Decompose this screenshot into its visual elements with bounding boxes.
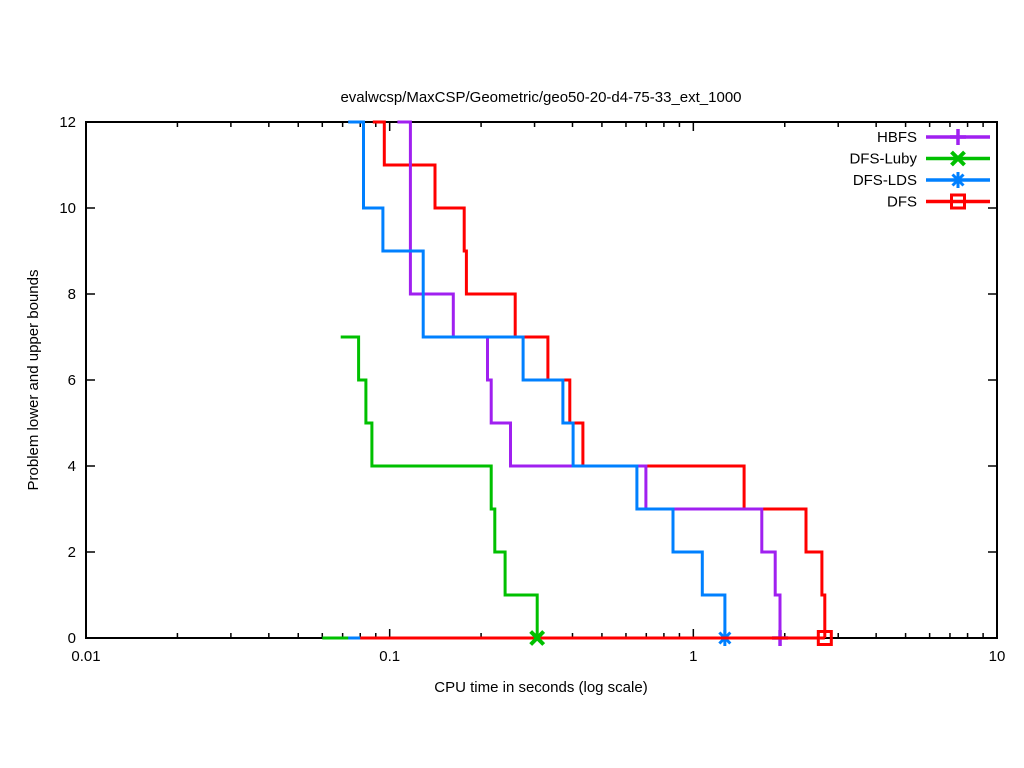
legend-entry-dfs: DFS: [887, 193, 990, 211]
legend-label-dfs-lds: DFS-LDS: [853, 172, 917, 189]
x-tick-label: 10: [989, 648, 1006, 665]
y-tick-label: 4: [68, 458, 76, 475]
legend-marker-plus: [950, 129, 966, 145]
upper-bound-line-dfs-luby: [340, 335, 539, 638]
legend-entry-dfs-luby: DFS-Luby: [849, 151, 990, 168]
legend-label-dfs: DFS: [887, 194, 917, 211]
legend-marker-square: [950, 193, 966, 210]
y-axis-label: Problem lower and upper bounds: [25, 270, 42, 491]
upper-bound-line-hbfs: [397, 120, 782, 638]
legend: HBFS DFS-Luby DFS-LDS DFS: [849, 129, 990, 211]
legend-marker-asterisk: [950, 172, 966, 188]
legend-label-dfs-luby: DFS-Luby: [849, 151, 917, 168]
y-tick-label: 12: [59, 114, 76, 131]
y-tick-label: 8: [68, 286, 76, 303]
legend-entry-hbfs: HBFS: [877, 129, 990, 146]
plot-area: 0.01 0.1 1 10 0 2 4 6 8 10 12 HBFS DFS-Luby DFS-LDS DF…: [59, 114, 1005, 665]
legend-marker-cross: [950, 150, 966, 167]
upper-bound-line-dfs: [372, 120, 827, 638]
chart-title: evalwcsp/MaxCSP/Geometric/geo50-20-d4-75…: [340, 89, 741, 106]
x-tick-label: 1: [689, 648, 697, 665]
x-axis-label: CPU time in seconds (log scale): [434, 679, 647, 696]
legend-label-hbfs: HBFS: [877, 129, 917, 146]
y-tick-label: 10: [59, 200, 76, 217]
upper-bound-line-dfs-lds: [348, 120, 727, 638]
x-tick-label: 0.1: [379, 648, 400, 665]
y-tick-label: 2: [68, 544, 76, 561]
end-marker-dfs-luby: [529, 630, 546, 646]
legend-entry-dfs-lds: DFS-LDS: [853, 172, 990, 189]
end-marker-dfs: [816, 630, 833, 646]
y-tick-label: 0: [68, 630, 76, 647]
y-tick-label: 6: [68, 372, 76, 389]
x-tick-label: 0.01: [71, 648, 100, 665]
